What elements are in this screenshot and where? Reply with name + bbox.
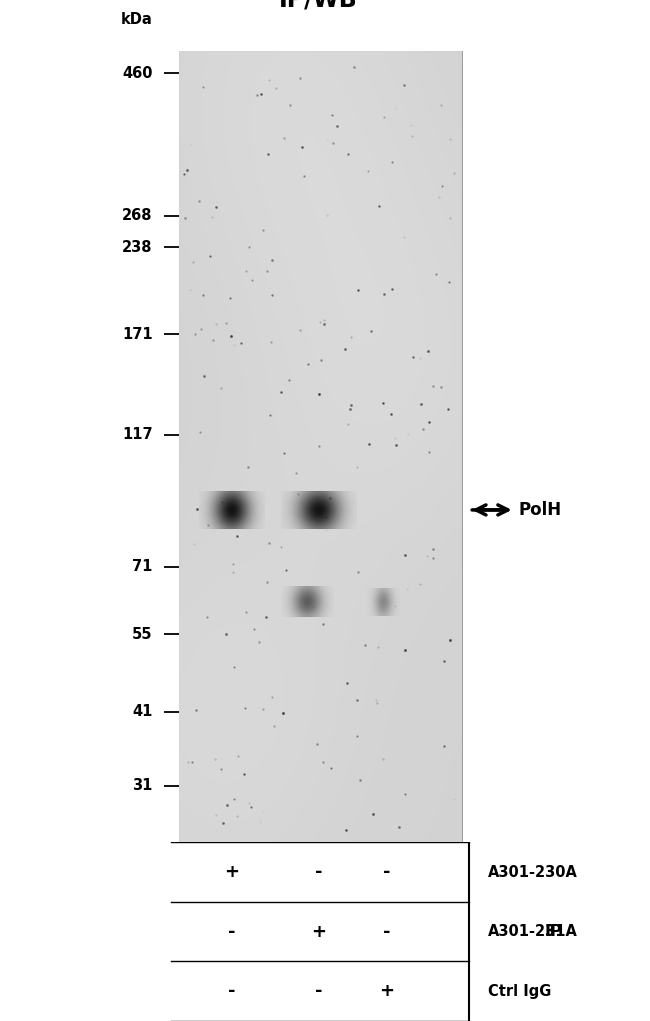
- Text: IP: IP: [545, 924, 562, 939]
- Text: +: +: [379, 982, 394, 1001]
- Text: Ctrl IgG: Ctrl IgG: [488, 983, 552, 999]
- Text: -: -: [228, 982, 235, 1001]
- Text: 55: 55: [132, 627, 153, 641]
- Bar: [179, 51, 462, 842]
- Text: 460: 460: [122, 65, 153, 81]
- Text: A301-231A: A301-231A: [488, 924, 578, 939]
- Text: 117: 117: [122, 427, 153, 442]
- Text: kDa: kDa: [121, 12, 153, 27]
- Text: -: -: [315, 863, 322, 881]
- Text: A301-230A: A301-230A: [488, 865, 578, 880]
- Text: 31: 31: [132, 778, 153, 793]
- Text: 268: 268: [122, 208, 153, 224]
- Text: -: -: [383, 863, 390, 881]
- Text: IP/WB: IP/WB: [279, 0, 358, 11]
- Text: PolH: PolH: [518, 501, 562, 519]
- Text: -: -: [228, 923, 235, 940]
- Text: 71: 71: [132, 560, 153, 574]
- Text: +: +: [311, 923, 326, 940]
- Text: 171: 171: [122, 327, 153, 342]
- Text: 238: 238: [122, 240, 153, 254]
- Text: -: -: [315, 982, 322, 1001]
- Text: +: +: [224, 863, 239, 881]
- Text: 41: 41: [132, 704, 153, 719]
- Text: -: -: [383, 923, 390, 940]
